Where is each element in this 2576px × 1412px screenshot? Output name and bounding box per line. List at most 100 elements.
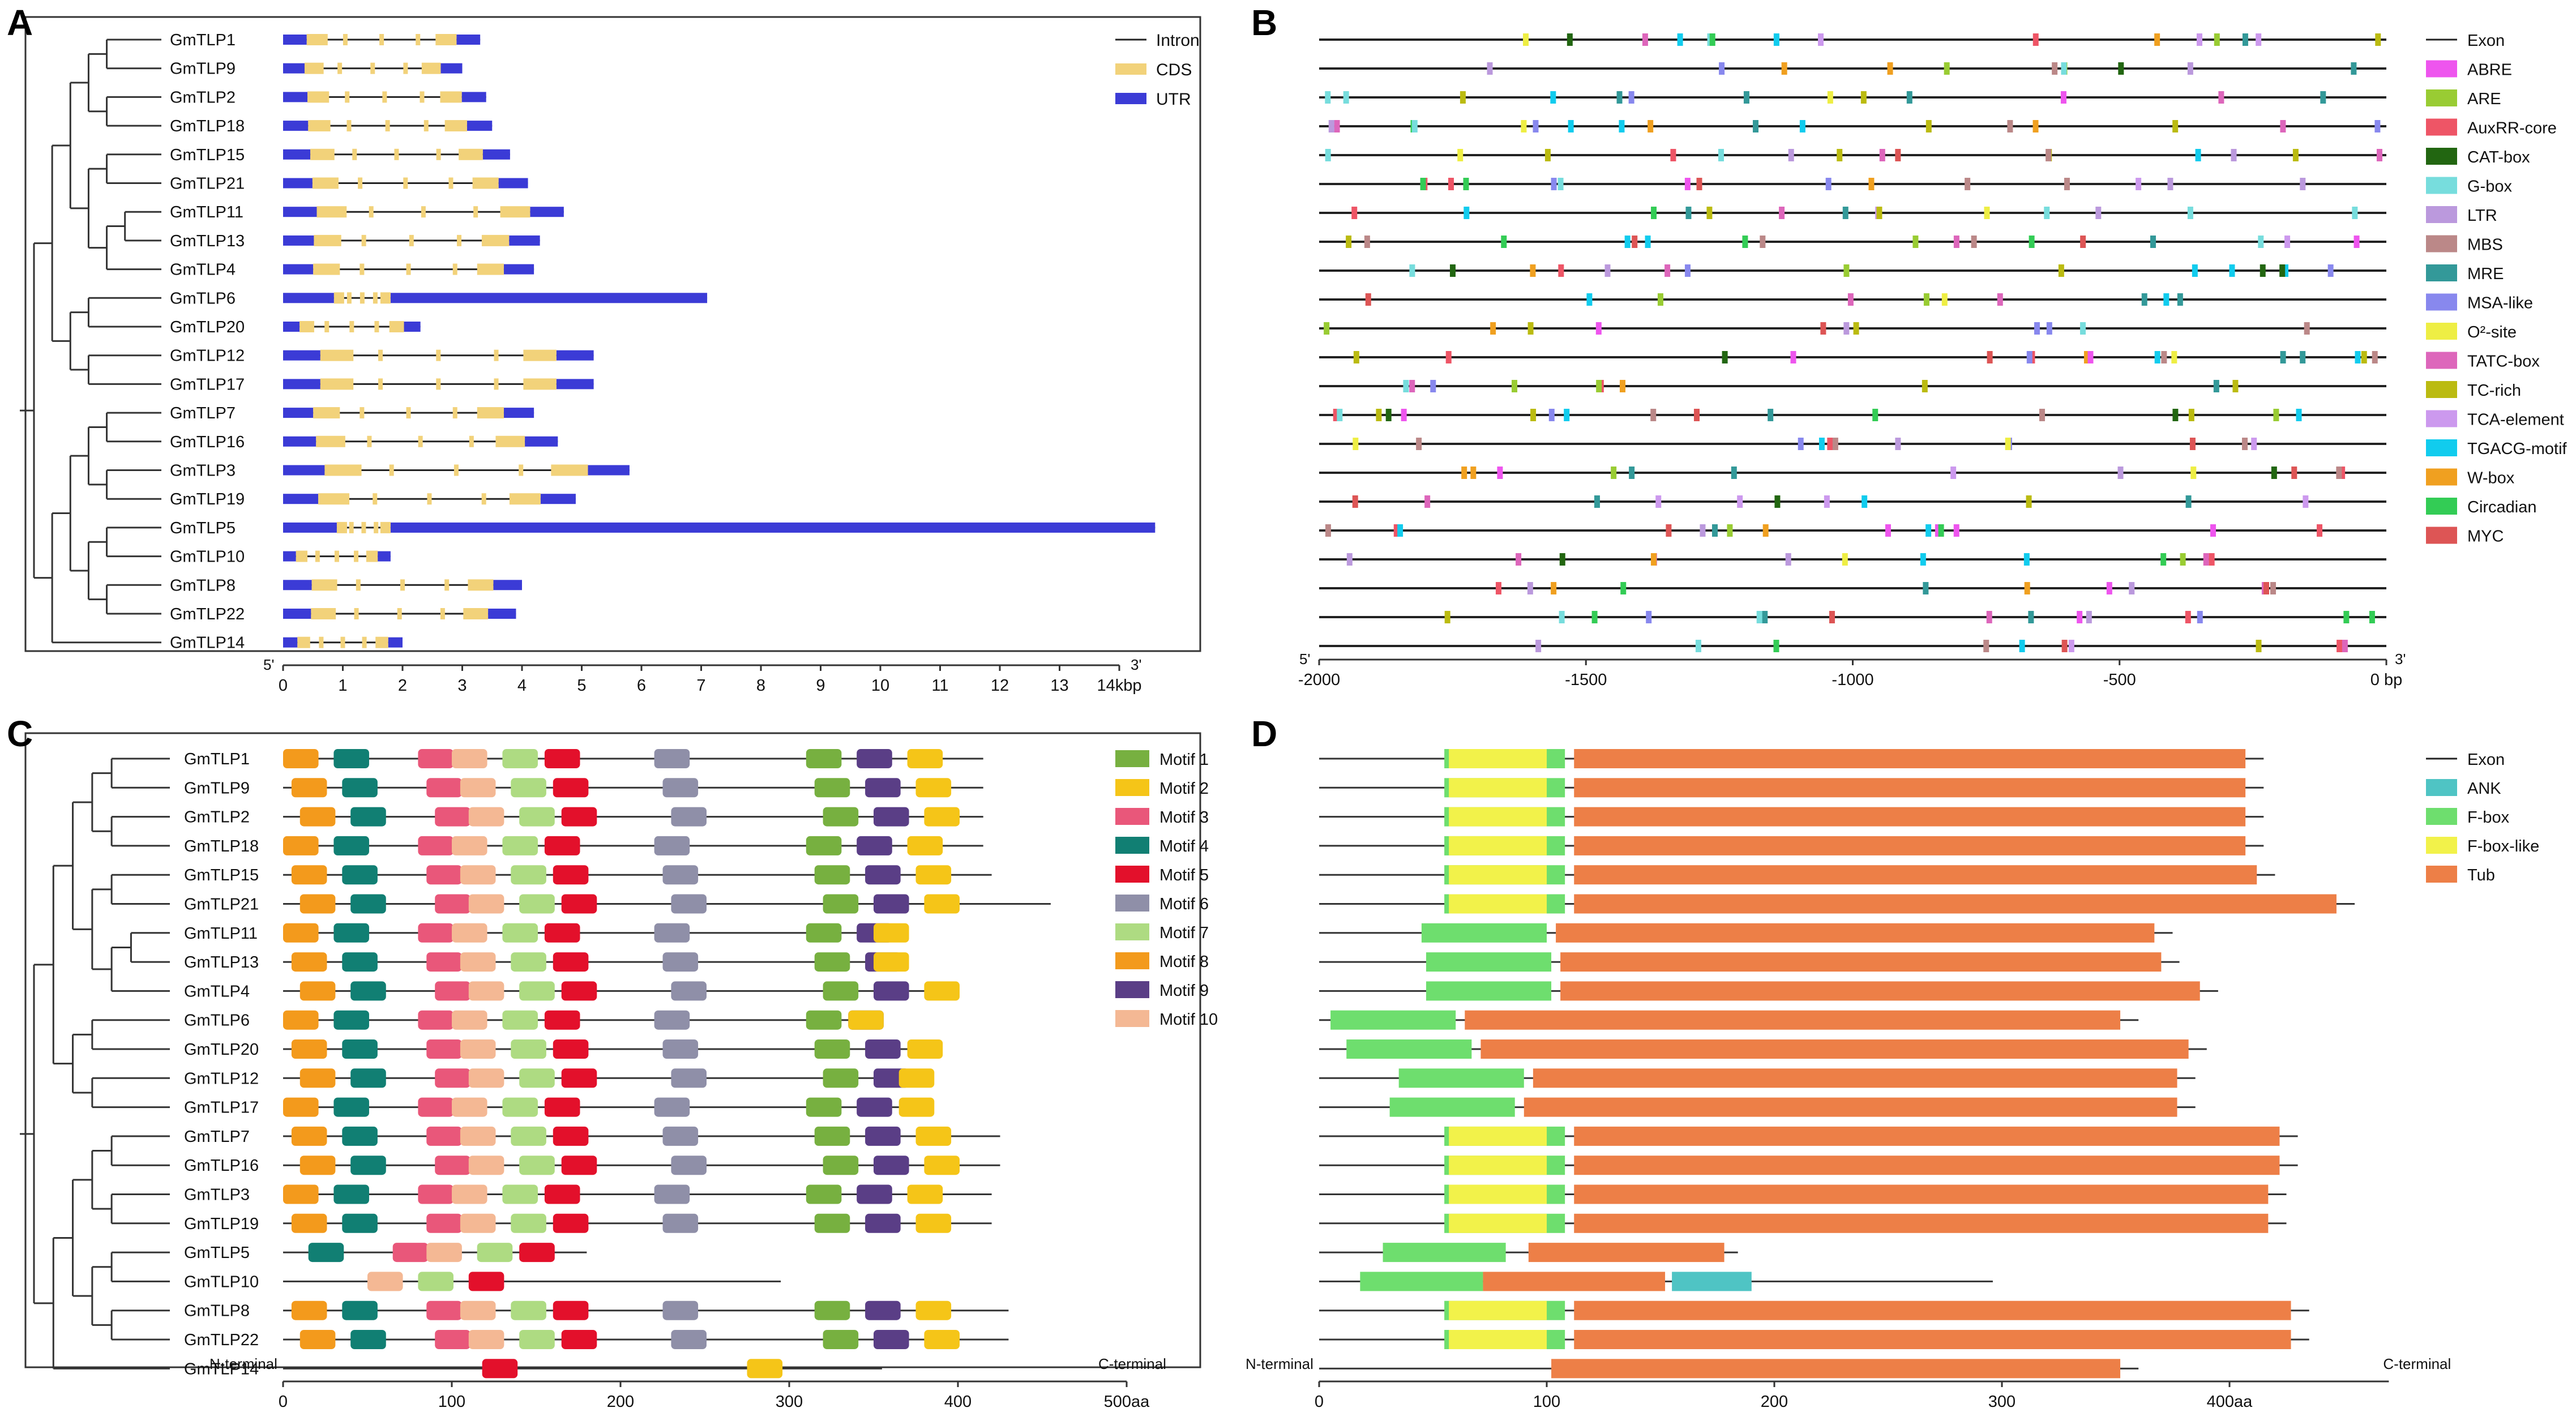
cis-element: [2005, 438, 2011, 450]
motif-1: [806, 1184, 842, 1204]
cds-block: [380, 521, 391, 533]
utr-5: [283, 63, 305, 74]
motif-6: [671, 1330, 707, 1349]
cis-element: [1779, 207, 1785, 219]
x-tick-label: 14kbp: [1097, 677, 1141, 695]
cis-element: [1762, 524, 1769, 537]
cis-element: [1971, 236, 1977, 248]
cis-element: [2061, 62, 2067, 75]
cis-element: [2095, 207, 2102, 219]
cds-block: [436, 349, 441, 361]
motif-8: [283, 1097, 319, 1117]
motif-7: [511, 952, 546, 972]
motif-3: [435, 807, 470, 827]
cis-element: [2320, 91, 2326, 104]
motif-1: [806, 1097, 842, 1117]
cis-element: [2197, 611, 2203, 623]
legend-label: ANK: [2467, 780, 2501, 798]
cis-element: [2141, 293, 2147, 306]
gene-label: GmTLP1: [170, 31, 236, 49]
cds-block: [436, 378, 441, 390]
cis-element: [2058, 264, 2064, 277]
motif-6: [654, 1010, 690, 1030]
cis-element: [1544, 149, 1551, 161]
motif-9: [874, 981, 909, 1001]
gene-label: GmTLP19: [184, 1215, 259, 1233]
cis-element: [1655, 495, 1662, 508]
cis-element: [2180, 553, 2186, 566]
legend-label: Exon: [2467, 32, 2505, 50]
cis-element: [1685, 207, 1692, 219]
cds-block: [452, 263, 457, 275]
n-terminal-label: N-terminal: [209, 1355, 277, 1372]
cds-block: [360, 407, 365, 419]
cis-element: [1700, 524, 1706, 537]
cis-element: [1711, 524, 1718, 537]
legend-swatch: [2426, 468, 2457, 486]
motif-5: [553, 952, 589, 972]
gene-label: GmTLP14: [184, 1360, 259, 1378]
cis-element: [2187, 62, 2193, 75]
cis-element: [1832, 438, 1838, 450]
cds-block: [361, 234, 366, 246]
cis-element: [1411, 120, 1418, 132]
tub-domain: [1574, 749, 2246, 768]
f-box-domain: [1426, 981, 1552, 1001]
cis-element: [1872, 409, 1878, 421]
legend-label: F-box-like: [2467, 837, 2539, 855]
motif-7: [511, 778, 546, 798]
cds-block: [324, 464, 362, 476]
cis-element: [2343, 611, 2350, 623]
cis-element: [1827, 438, 1833, 450]
f-box-like-domain: [1449, 1184, 1547, 1204]
tub-domain: [1560, 952, 2162, 972]
x-tick-label: 9: [816, 677, 825, 695]
cis-element: [2279, 264, 2286, 277]
cds-block: [369, 206, 374, 218]
utr-3: [390, 522, 1156, 533]
cis-element: [2028, 611, 2034, 623]
cis-element: [1941, 293, 1948, 306]
cis-element: [2209, 553, 2215, 566]
cis-element: [1684, 178, 1691, 190]
cis-element: [1827, 91, 1833, 104]
motif-5: [544, 1184, 580, 1204]
cis-element: [1965, 178, 1971, 190]
cis-element: [1624, 236, 1631, 248]
motif-7: [511, 1039, 546, 1059]
motif-5: [561, 1068, 597, 1088]
gene-label: GmTLP2: [184, 808, 250, 827]
cis-element: [2304, 322, 2310, 335]
motif-8: [291, 1213, 327, 1233]
motif-2: [924, 1330, 960, 1349]
gene-label: GmTLP9: [170, 60, 236, 78]
legend-swatch: [1115, 895, 1149, 912]
x-tick-label: 13: [1050, 677, 1068, 695]
cis-element: [1393, 524, 1400, 537]
cis-element: [1696, 178, 1702, 190]
motif-7: [502, 836, 538, 855]
cis-element: [1343, 91, 1349, 104]
legend-swatch: [1115, 1010, 1149, 1027]
cis-element: [2196, 33, 2202, 46]
gene-label: GmTLP8: [184, 1302, 250, 1320]
tub-domain: [1574, 1156, 2280, 1175]
legend-swatch: [1115, 808, 1149, 825]
motif-6: [662, 1039, 699, 1059]
cis-element: [2026, 495, 2032, 508]
motif-5: [544, 749, 580, 768]
utr-3: [530, 207, 564, 217]
motif-8: [283, 1010, 319, 1030]
motif-10: [460, 1039, 496, 1059]
cis-element: [1521, 120, 1527, 132]
cds-block: [333, 292, 344, 304]
cis-element: [1695, 640, 1701, 652]
cis-element: [1642, 33, 1648, 46]
legend-swatch: [2426, 779, 2457, 796]
cis-element: [2213, 380, 2219, 392]
cis-element: [1559, 611, 1565, 623]
x-tick-label: -500: [2103, 671, 2136, 689]
tub-domain: [1524, 1097, 2177, 1117]
motif-10: [468, 1068, 504, 1088]
cis-element: [1781, 62, 1787, 75]
